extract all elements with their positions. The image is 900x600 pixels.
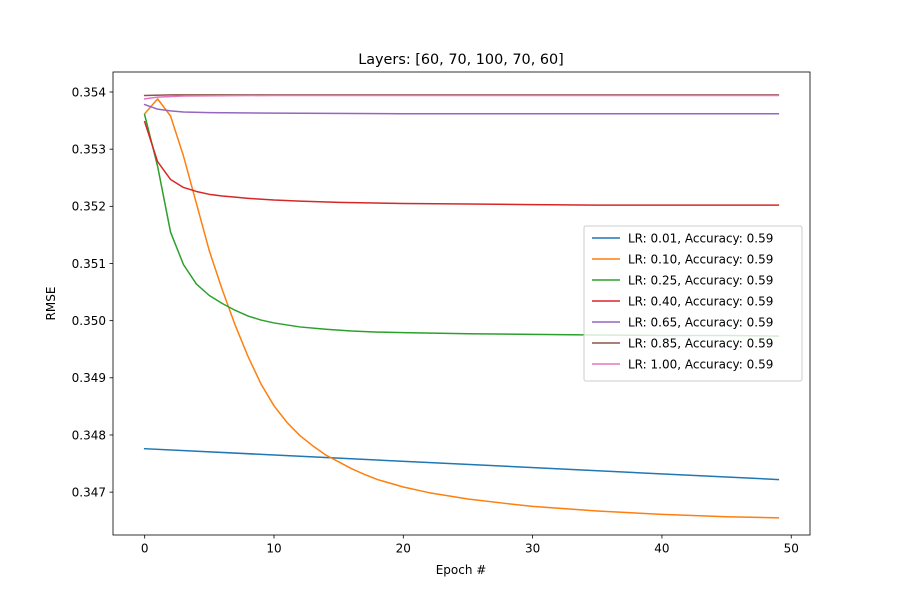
legend-label-4: LR: 0.65, Accuracy: 0.59 [628,315,773,329]
x-tick-label-4: 40 [654,542,669,556]
y-tick-label-4: 0.351 [72,257,106,271]
y-tick-label-0: 0.347 [72,485,106,499]
y-tick-label-6: 0.353 [72,142,106,156]
series-line-4 [143,103,780,115]
y-tick-label-2: 0.349 [72,371,106,385]
y-axis-label: RMSE [44,287,58,321]
series-line-0 [143,447,780,481]
x-tick-label-2: 20 [396,542,411,556]
legend-label-5: LR: 0.85, Accuracy: 0.59 [628,336,773,350]
x-tick-label-5: 50 [784,542,799,556]
legend: LR: 0.01, Accuracy: 0.59 LR: 0.10, Accura… [583,225,803,382]
chart-title: Layers: [60, 70, 100, 70, 60] [358,52,564,68]
x-tick-label-3: 30 [525,542,540,556]
y-tick-label-5: 0.352 [72,200,106,214]
legend-label-6: LR: 1.00, Accuracy: 0.59 [628,357,773,371]
series-line-3 [143,120,780,206]
series-line-6 [143,94,780,100]
x-tick-label-0: 0 [141,542,149,556]
legend-label-0: LR: 0.01, Accuracy: 0.59 [628,231,773,245]
legend-label-3: LR: 0.40, Accuracy: 0.59 [628,294,773,308]
series-layer [143,94,780,519]
y-tick-label-3: 0.350 [72,314,106,328]
legend-label-1: LR: 0.10, Accuracy: 0.59 [628,252,773,266]
series-line-1 [143,98,780,519]
y-axis: 0.347 0.348 0.349 0.350 0.351 0.352 0.353 0.354 [72,85,113,499]
y-tick-label-1: 0.348 [72,428,106,442]
series-line-2 [143,113,780,337]
y-tick-label-7: 0.354 [72,85,106,99]
x-axis: 0 10 20 30 40 50 [141,535,799,556]
legend-box [583,225,803,382]
x-tick-label-1: 10 [266,542,281,556]
legend-label-2: LR: 0.25, Accuracy: 0.59 [628,273,773,287]
x-axis-label: Epoch # [436,563,487,577]
plot-frame [112,71,811,536]
